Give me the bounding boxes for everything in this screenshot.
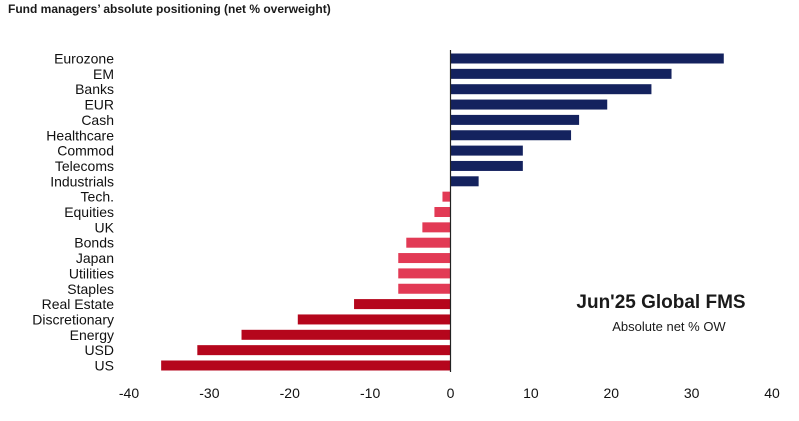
bar-equities	[434, 207, 451, 217]
category-label-energy: Energy	[70, 327, 114, 343]
x-tick-label: 40	[764, 385, 780, 401]
annotation-title: Jun'25 Global FMS	[576, 292, 745, 313]
bar-utilities	[398, 268, 451, 279]
category-label-real-estate: Real Estate	[42, 296, 115, 312]
x-tick-label: -40	[119, 385, 139, 401]
category-label-discretionary: Discretionary	[32, 311, 114, 327]
category-label-usd: USD	[84, 342, 114, 358]
category-label-telecoms: Telecoms	[55, 158, 114, 174]
bar-eur	[450, 99, 608, 110]
chart-title: Fund managers’ absolute positioning (net…	[8, 2, 331, 16]
bar-us	[161, 360, 451, 371]
x-tick-label: 0	[447, 385, 455, 401]
category-label-em: EM	[93, 66, 114, 82]
category-label-us: US	[95, 358, 114, 374]
bar-telecoms	[450, 160, 523, 171]
category-label-bonds: Bonds	[74, 235, 114, 251]
category-label-banks: Banks	[75, 81, 114, 97]
x-tick-label: -10	[360, 385, 380, 401]
bar-commod	[450, 145, 523, 156]
category-label-industrials: Industrials	[50, 173, 114, 189]
category-label-commod: Commod	[57, 143, 114, 159]
x-tick-label: 20	[603, 385, 619, 401]
bar-banks	[450, 84, 652, 95]
bar-usd	[197, 345, 451, 356]
x-axis-ticks: -40 -30 -20 -10 0 10 20 30 40	[119, 385, 780, 401]
category-label-healthcare: Healthcare	[46, 127, 114, 143]
x-tick-label: -30	[199, 385, 219, 401]
x-tick-label: 10	[523, 385, 539, 401]
category-label-uk: UK	[95, 219, 115, 235]
annotation-subtitle: Absolute net % OW	[612, 319, 726, 334]
category-label-utilities: Utilities	[69, 265, 114, 281]
bar-japan	[398, 253, 451, 264]
category-label-japan: Japan	[76, 250, 114, 266]
category-label-cash: Cash	[81, 112, 114, 128]
category-labels: EurozoneEMBanksEURCashHealthcareCommodTe…	[32, 51, 114, 374]
bar-cash	[450, 114, 580, 125]
bar-staples	[398, 283, 451, 294]
bar-real-estate	[354, 299, 451, 310]
x-tick-label: 30	[684, 385, 700, 401]
bar-healthcare	[450, 130, 572, 141]
category-label-eurozone: Eurozone	[54, 51, 114, 67]
bar-industrials	[450, 176, 479, 187]
bar-em	[450, 68, 672, 79]
category-label-staples: Staples	[67, 281, 114, 297]
bar-uk	[422, 222, 451, 233]
bar-discretionary	[297, 314, 451, 325]
category-label-eur: EUR	[84, 97, 114, 113]
bar-bonds	[406, 237, 451, 248]
bar-tech	[442, 191, 451, 202]
bar-energy	[241, 329, 451, 340]
bar-eurozone	[450, 53, 724, 64]
bars-group	[161, 53, 724, 371]
category-label-equities: Equities	[64, 204, 114, 220]
category-label-tech: Tech.	[81, 189, 114, 205]
x-tick-label: -20	[280, 385, 300, 401]
